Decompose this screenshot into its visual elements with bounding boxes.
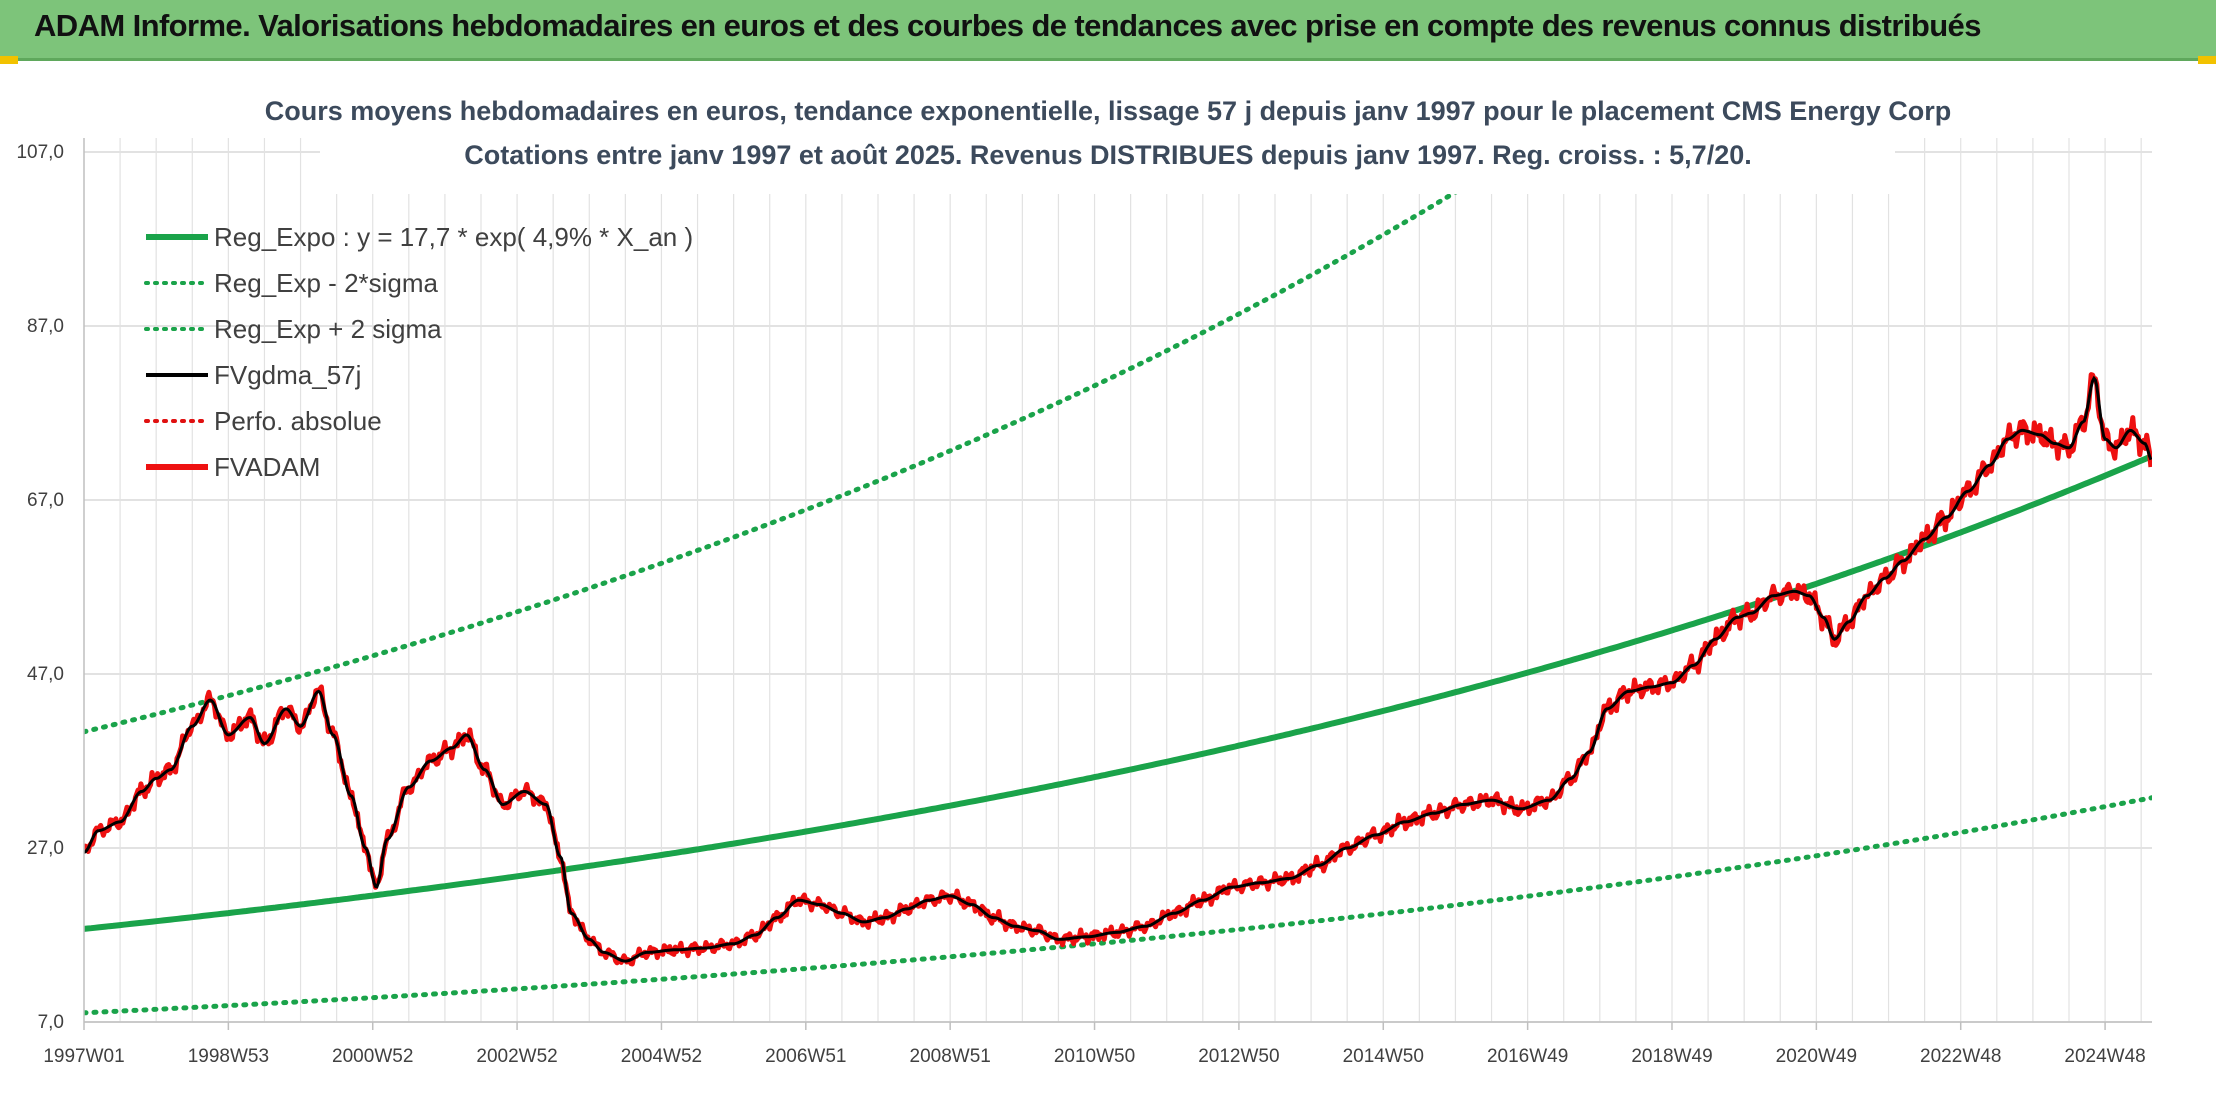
legend-label-reg_lower: Reg_Exp - 2*sigma <box>214 268 439 298</box>
x-tick-label: 2008W51 <box>910 1046 991 1067</box>
corner-marker-left <box>0 56 18 64</box>
report-title: ADAM Informe. Valorisations hebdomadaire… <box>34 8 1981 43</box>
legend-label-price: FVADAM <box>214 452 320 482</box>
axes: 7,0 27,0 47,0 67,0 87,0 107,0 1997W01 1998W53 20… <box>16 138 2152 1067</box>
corner-marker-right <box>2198 56 2216 64</box>
legend-label-reg_upper: Reg_Exp + 2 sigma <box>214 314 442 344</box>
x-tick-label: 2018W49 <box>1631 1046 1712 1067</box>
y-tick-label: 7,0 <box>38 1012 64 1033</box>
fvadam-price-line <box>84 372 2152 967</box>
y-tick-label: 87,0 <box>27 316 64 337</box>
grid <box>84 138 2152 1023</box>
chart-title: Cours moyens hebdomadaires en euros, ten… <box>265 96 1952 126</box>
x-tick-label: 2014W50 <box>1343 1046 1424 1067</box>
x-tick-label: 2020W49 <box>1776 1046 1857 1067</box>
reg-minus-2sigma-line <box>84 795 2152 1016</box>
x-tick-label: 2012W50 <box>1198 1046 1279 1067</box>
x-tick-label: 1998W53 <box>188 1046 269 1067</box>
x-tick-label: 1997W01 <box>43 1046 124 1067</box>
header-banner: ADAM Informe. Valorisations hebdomadaire… <box>0 0 2216 61</box>
x-tick-label: 2000W52 <box>332 1046 413 1067</box>
legend: Reg_Expo : y = 17,7 * exp( 4,9% * X_an )… <box>144 222 693 482</box>
x-tick-label: 2006W51 <box>765 1046 846 1067</box>
x-tick-label: 2002W52 <box>476 1046 557 1067</box>
legend-label-reg: Reg_Expo : y = 17,7 * exp( 4,9% * X_an ) <box>214 222 693 252</box>
subtitle-background <box>320 90 1895 194</box>
x-tick-label: 2004W52 <box>621 1046 702 1067</box>
y-tick-label: 47,0 <box>27 664 64 685</box>
x-tick-label: 2022W48 <box>1920 1046 2001 1067</box>
x-tick-label: 2024W48 <box>2064 1046 2145 1067</box>
fvgdma-57j-line <box>84 375 2152 963</box>
line-chart: 7,0 27,0 47,0 67,0 87,0 107,0 1997W01 1998W53 20… <box>16 90 2152 1067</box>
x-tick-label: 2010W50 <box>1054 1046 1135 1067</box>
y-tick-label: 67,0 <box>27 490 64 511</box>
chart-subtitle: Cotations entre janv 1997 et août 2025. … <box>464 140 1751 170</box>
y-tick-label: 107,0 <box>16 142 64 163</box>
x-tick-label: 2016W49 <box>1487 1046 1568 1067</box>
legend-label-smooth: FVgdma_57j <box>214 360 361 390</box>
y-tick-label: 27,0 <box>27 838 64 859</box>
series-area <box>84 102 2152 1016</box>
legend-label-perfo: Perfo. absolue <box>214 406 382 436</box>
reg-expo-line <box>84 453 2152 932</box>
plot-area <box>84 102 2152 1016</box>
